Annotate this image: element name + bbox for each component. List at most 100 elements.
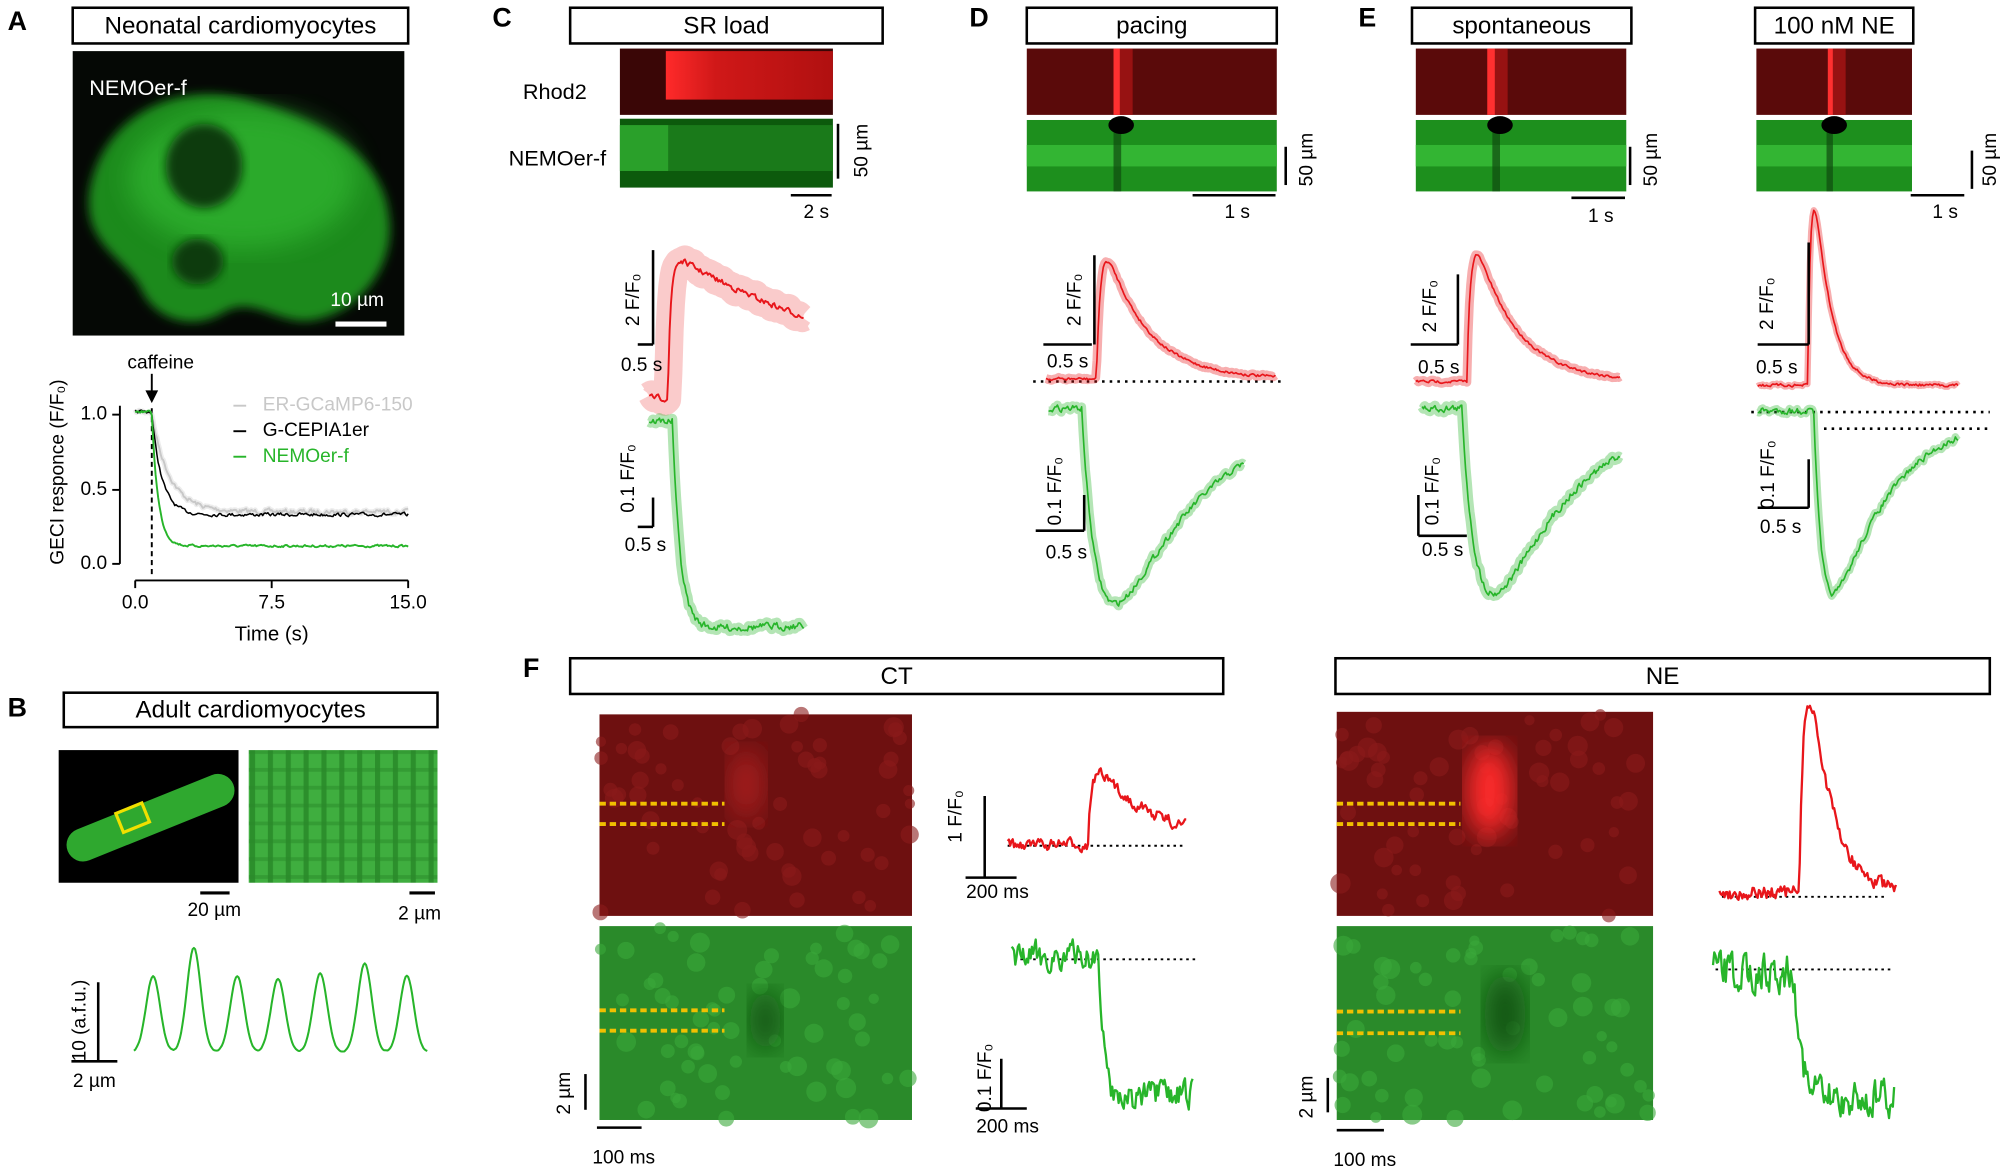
panel-title: Adult cardiomyocytes	[136, 697, 366, 724]
trace	[1048, 404, 1245, 607]
zoom-image	[248, 750, 438, 883]
speckle	[1361, 1070, 1378, 1087]
speckle	[629, 786, 647, 804]
speckle	[1567, 735, 1588, 757]
speckle	[847, 939, 865, 957]
kymograph-event	[1827, 48, 1833, 115]
label: 50 µm	[1296, 133, 1317, 187]
speckle	[903, 785, 915, 797]
speckle	[779, 715, 799, 734]
speckle	[1335, 727, 1349, 742]
speckle	[1605, 1096, 1617, 1108]
trace-band	[1417, 400, 1624, 601]
speckle	[1548, 844, 1563, 859]
kymograph-event	[1494, 48, 1508, 115]
trace	[1010, 938, 1194, 1111]
kymograph-band	[1415, 144, 1627, 167]
y-tick-label: 0.0	[81, 553, 108, 574]
speckle	[1391, 864, 1403, 876]
panel-title: NE	[1646, 663, 1680, 690]
trace	[133, 946, 428, 1053]
speckle	[615, 742, 628, 755]
label: 10 (a.f.u.)	[69, 980, 90, 1062]
label: 0.1 F/F₀	[618, 444, 639, 513]
speckle	[660, 1044, 675, 1059]
label: Rhod2	[523, 79, 587, 104]
kymograph-event	[1492, 119, 1500, 192]
speckle	[1446, 1109, 1464, 1127]
label: 1 s	[1224, 202, 1250, 223]
speckle	[1380, 958, 1401, 979]
kymograph-event	[1113, 119, 1122, 192]
speckle	[1346, 939, 1361, 954]
label: 1 F/F₀	[946, 790, 967, 843]
speckle	[1386, 1044, 1405, 1063]
label: 0.5 s	[1756, 358, 1797, 379]
trace	[1718, 704, 1898, 901]
speckle	[1376, 985, 1396, 1006]
speckle	[876, 803, 891, 819]
speckle	[860, 847, 875, 862]
speckle	[1550, 929, 1564, 943]
title-box	[1410, 6, 1633, 45]
speckle	[721, 737, 740, 756]
x-axis-label: Time (s)	[235, 624, 309, 646]
speckle	[888, 722, 903, 737]
speckle	[763, 948, 779, 964]
speckle	[695, 819, 710, 834]
speckle	[1601, 908, 1616, 923]
trace-band	[1045, 400, 1247, 611]
speckle	[729, 1055, 742, 1068]
cell	[66, 773, 235, 862]
speckle	[1502, 1100, 1523, 1121]
trace	[1757, 407, 1959, 597]
speckle	[1572, 996, 1593, 1017]
title-box	[568, 656, 1225, 696]
x-tick-label: 7.5	[258, 592, 285, 613]
kymograph-event	[1832, 48, 1846, 115]
label: 0.5 s	[1422, 540, 1463, 561]
speckle	[1500, 883, 1515, 898]
kymograph-event	[1108, 116, 1134, 135]
speckle	[1549, 728, 1563, 742]
speckle	[1448, 828, 1466, 846]
speckle	[1438, 1031, 1457, 1050]
speckle	[805, 951, 819, 965]
label: 0.1 F/F₀	[975, 1044, 996, 1113]
trace	[134, 409, 409, 518]
speckle	[1444, 990, 1462, 1007]
speckle	[874, 856, 889, 871]
speckle	[1429, 757, 1449, 777]
speckle	[1402, 1104, 1423, 1125]
speckle	[1582, 1050, 1597, 1065]
speckle	[752, 816, 766, 830]
speckle	[1445, 948, 1461, 963]
speckle	[592, 904, 609, 921]
label: 0.1 F/F₀	[1758, 440, 1779, 509]
label: 0.5 s	[1047, 351, 1088, 372]
y-tick-label: 1.0	[81, 404, 108, 425]
label: 50 µm	[851, 124, 872, 178]
speckle	[654, 987, 671, 1004]
panel-letter: A	[8, 6, 27, 36]
label: 20 µm	[188, 900, 242, 921]
speckle	[1366, 771, 1384, 789]
speckle	[617, 941, 635, 960]
speckle	[718, 986, 736, 1004]
trace-band	[1755, 404, 1961, 600]
panel-letter: E	[1358, 2, 1376, 32]
speckle	[1448, 729, 1469, 750]
speckle	[631, 771, 649, 789]
speckle	[709, 861, 729, 881]
speckle	[742, 718, 763, 739]
speckle	[781, 863, 796, 878]
speckle	[734, 901, 751, 919]
kymograph-band	[1756, 144, 1912, 167]
speckle	[858, 1108, 879, 1129]
speckle	[646, 841, 660, 855]
panel-title: spontaneous	[1452, 12, 1591, 39]
speckle	[1550, 772, 1570, 792]
speckle	[692, 1011, 710, 1028]
speckle	[1569, 750, 1588, 769]
speckle	[1619, 866, 1637, 885]
